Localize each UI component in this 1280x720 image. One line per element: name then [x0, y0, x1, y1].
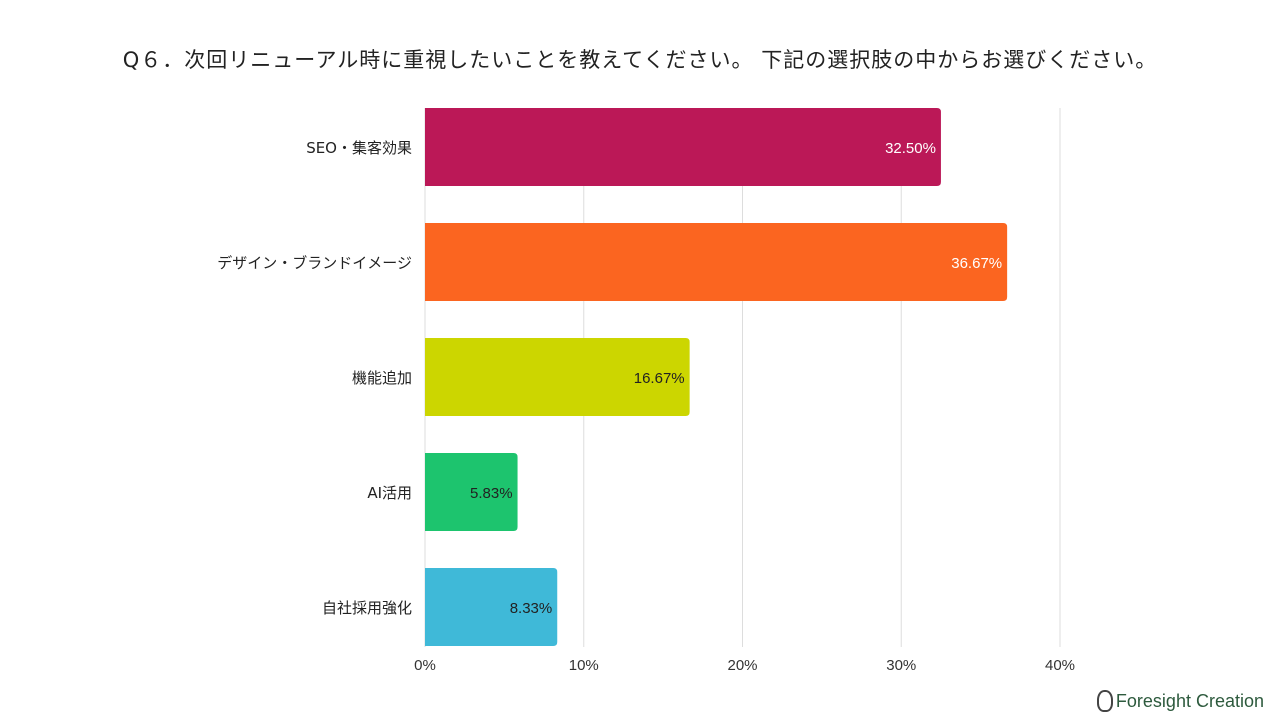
chart-title: Q６．次回リニューアル時に重視したいことを教えてください。 下記の選択肢の中から…	[122, 48, 1158, 72]
x-tick-label: 0%	[414, 657, 436, 674]
data-label: 32.50%	[885, 140, 936, 157]
x-tick-label: 30%	[886, 657, 916, 674]
bar	[425, 338, 690, 416]
y-category-label: AI活用	[367, 484, 412, 502]
y-category-label: デザイン・ブランドイメージ	[217, 254, 412, 272]
bar	[425, 568, 558, 646]
bar	[425, 108, 941, 186]
data-label: 16.67%	[634, 370, 685, 387]
x-tick-label: 40%	[1045, 657, 1075, 674]
y-category-label: 自社採用強化	[322, 599, 412, 617]
y-category-label: SEO・集客効果	[306, 139, 412, 157]
bar	[425, 453, 518, 531]
bar	[425, 223, 1008, 301]
company-logo: Foresight Creation	[1096, 690, 1264, 712]
data-label: 8.33%	[510, 600, 553, 617]
data-label: 5.83%	[470, 485, 513, 502]
x-tick-label: 20%	[727, 657, 757, 674]
x-tick-label: 10%	[569, 657, 599, 674]
data-label: 36.67%	[951, 255, 1002, 272]
owl-logo-icon	[1096, 690, 1113, 712]
y-category-label: 機能追加	[352, 369, 412, 387]
logo-text: Foresight Creation	[1115, 690, 1264, 711]
